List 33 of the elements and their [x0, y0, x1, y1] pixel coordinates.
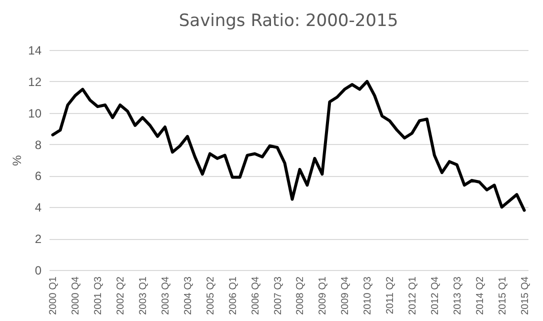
x-tick-label: 2006 Q4 [250, 276, 262, 315]
y-tick-label: 2 [34, 232, 42, 246]
x-tick-label: 2015 Q1 [497, 276, 508, 315]
x-tick-label: 2003 Q1 [138, 276, 150, 315]
x-tick-label: 2011 Q2 [385, 276, 396, 314]
x-tick-label: 2013 Q3 [452, 276, 464, 315]
x-tick-label: 2012 Q4 [430, 276, 441, 315]
y-axis-title: % [10, 154, 24, 166]
x-tick-label: 2012 Q1 [407, 276, 418, 315]
x-tick-label: 2009 Q4 [340, 276, 352, 315]
y-tick-label: 6 [34, 169, 42, 184]
x-tick-label: 2002 Q2 [116, 276, 127, 315]
x-tick-label: 2003 Q4 [160, 276, 172, 315]
x-tick-label: 2004 Q3 [182, 276, 194, 315]
y-tick-label: 0 [34, 264, 42, 278]
y-tick-label: 8 [34, 138, 42, 152]
x-tick-label: 2001 Q3 [93, 276, 104, 315]
x-tick-label: 2008 Q2 [295, 276, 306, 315]
x-tick-label: 2009 Q1 [318, 276, 329, 315]
x-tick-label: 2000 Q4 [70, 276, 82, 315]
x-tick-label: 2014 Q2 [474, 276, 486, 315]
x-tick-label: 2006 Q1 [228, 276, 239, 315]
x-tick-label: 2010 Q3 [362, 276, 374, 315]
chart-title: Savings Ratio: 2000-2015 [178, 11, 398, 31]
x-tick-label: 2015 Q4 [520, 276, 531, 315]
y-tick-label: 12 [28, 74, 42, 89]
y-tick-label: 4 [34, 200, 42, 215]
line-series [51, 80, 526, 212]
x-tick-label: 2000 Q1 [48, 276, 60, 315]
x-tick-label: 2005 Q2 [205, 276, 216, 315]
y-tick-label: 14 [28, 44, 42, 58]
x-tick-label: 2007 Q3 [272, 276, 284, 315]
y-tick-label: 10 [28, 106, 42, 120]
